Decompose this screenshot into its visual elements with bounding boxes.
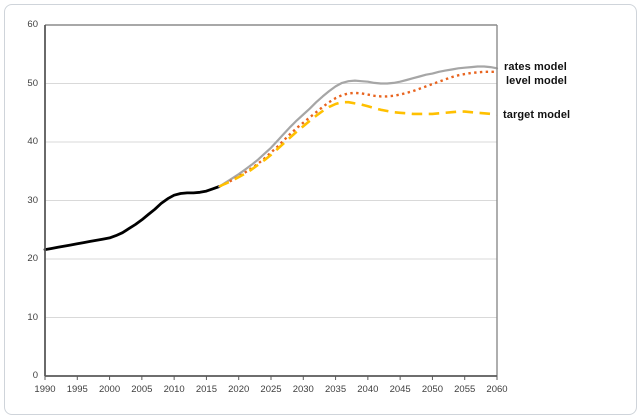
series-historical-line bbox=[43, 185, 221, 252]
axis-ticks bbox=[44, 376, 498, 380]
series-target-model-line bbox=[218, 100, 498, 188]
chart-series bbox=[43, 65, 499, 252]
gridlines bbox=[45, 83, 497, 318]
series-level-model-line bbox=[218, 70, 497, 188]
series-rates-model-line bbox=[218, 65, 499, 188]
window-frame bbox=[4, 4, 637, 415]
